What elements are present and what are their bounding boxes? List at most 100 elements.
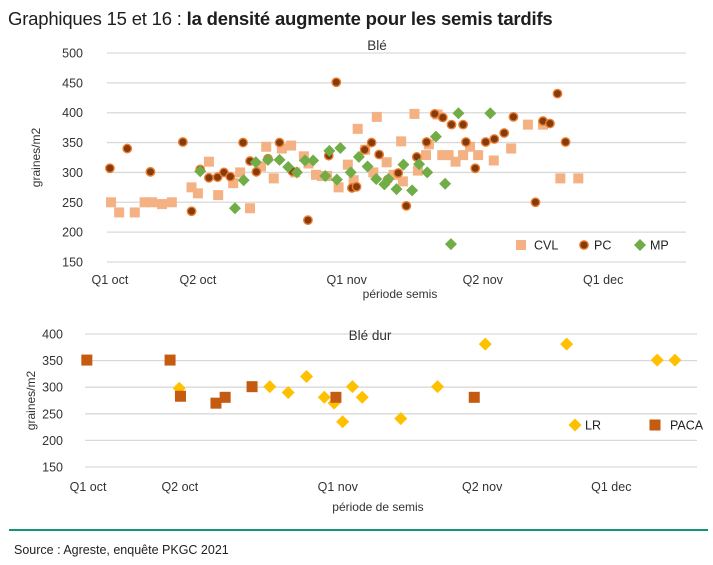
point-mp — [194, 165, 207, 178]
y-tick-label: 150 — [42, 461, 63, 475]
point-pc — [204, 172, 214, 183]
point-pc — [351, 181, 362, 192]
legend-marker-lr — [568, 418, 582, 432]
point-lr — [431, 380, 445, 394]
point-pc — [458, 119, 468, 130]
point-mp — [323, 144, 336, 157]
point-pc — [489, 134, 500, 144]
point-cvl — [213, 190, 224, 201]
point-cvl — [268, 173, 279, 184]
point-mp — [429, 130, 442, 143]
point-mp — [330, 173, 343, 186]
point-pc — [238, 137, 248, 148]
point-mp — [421, 166, 434, 179]
point-lr — [317, 390, 331, 404]
x-tick-label: Q1 oct — [91, 273, 128, 287]
point-paca — [246, 381, 258, 393]
point-cvl — [261, 141, 272, 152]
y-tick-label: 200 — [42, 434, 63, 448]
point-mp — [237, 174, 250, 187]
point-paca — [210, 397, 222, 409]
point-cvl — [228, 178, 239, 189]
legend-marker-pc — [579, 240, 589, 250]
point-pc — [470, 163, 481, 174]
point-mp — [397, 158, 410, 171]
point-cvl — [573, 173, 584, 184]
point-mp — [361, 160, 374, 173]
point-cvl — [368, 167, 379, 178]
point-cvl — [192, 188, 203, 199]
point-mp — [334, 141, 347, 154]
y-tick-label: 400 — [42, 328, 63, 342]
point-mp — [273, 153, 286, 166]
point-lr — [300, 370, 314, 384]
legend-label-paca: PACA — [670, 419, 704, 433]
legend-label-pc: PC — [594, 239, 611, 253]
point-mp — [228, 202, 241, 215]
point-lr — [394, 412, 408, 426]
point-mp — [282, 161, 295, 174]
point-cvl — [333, 182, 344, 193]
chart-title: Blé — [367, 38, 387, 53]
chart-ble: 150 200 250 300 350 400 450 500 Q1 oct Q2 oct Q1 n… — [29, 38, 686, 301]
point-pc — [508, 111, 519, 122]
point-pc — [104, 163, 115, 174]
point-pc — [530, 197, 541, 208]
point-pc — [225, 171, 236, 182]
point-mp — [406, 184, 419, 197]
point-cvl — [203, 156, 214, 167]
x-axis-label: période semis — [363, 287, 438, 301]
point-cvl — [286, 140, 297, 151]
point-mp — [307, 154, 320, 167]
point-cvl — [437, 150, 448, 161]
point-cvl — [421, 150, 432, 161]
point-mp — [261, 153, 274, 166]
point-mp — [439, 177, 452, 190]
y-tick-label: 150 — [62, 256, 83, 270]
point-cvl — [147, 197, 158, 208]
point-cvl — [114, 207, 125, 218]
title-bold: la densité augmente pour les semis tardi… — [186, 8, 553, 29]
point-cvl — [139, 197, 150, 208]
x-tick-label: Q2 oct — [161, 480, 198, 494]
point-cvl — [342, 159, 353, 170]
point-pc — [331, 77, 342, 88]
point-pc — [274, 137, 285, 148]
x-tick-label: Q2 nov — [463, 273, 504, 287]
point-pc — [122, 143, 133, 154]
y-axis-label: graines/m2 — [29, 128, 43, 188]
point-cvl — [506, 143, 517, 154]
point-lr — [263, 380, 277, 394]
point-pc — [421, 137, 432, 147]
point-cvl — [450, 156, 461, 167]
divider-rule — [9, 529, 708, 531]
point-mp — [249, 156, 262, 169]
point-cvl — [465, 141, 476, 152]
point-pc — [446, 119, 457, 130]
point-pc — [251, 166, 262, 177]
y-tick-label: 350 — [62, 136, 83, 150]
point-cvl — [106, 197, 117, 208]
point-cvl — [397, 176, 408, 187]
legend-marker-cvl — [516, 240, 526, 250]
y-tick-label: 250 — [42, 407, 63, 421]
y-tick-label: 200 — [62, 226, 83, 240]
point-cvl — [522, 119, 533, 130]
legend-label-cvl: CVL — [534, 239, 558, 253]
x-tick-label: Q2 oct — [179, 273, 216, 287]
point-pc — [212, 172, 223, 183]
title-prefix: Graphiques 15 et 16 : — [8, 8, 187, 29]
point-cvl — [443, 150, 454, 161]
point-lr — [560, 337, 574, 351]
point-pc — [186, 206, 197, 217]
point-cvl — [157, 199, 168, 210]
point-paca — [81, 354, 93, 366]
x-tick-label: Q1 dec — [591, 480, 631, 494]
point-cvl — [348, 175, 359, 186]
point-pc — [499, 128, 510, 138]
point-lr — [668, 353, 682, 367]
x-tick-label: Q1 nov — [327, 273, 368, 287]
point-pc — [429, 109, 440, 119]
point-paca — [174, 390, 186, 402]
point-mp — [290, 166, 303, 179]
